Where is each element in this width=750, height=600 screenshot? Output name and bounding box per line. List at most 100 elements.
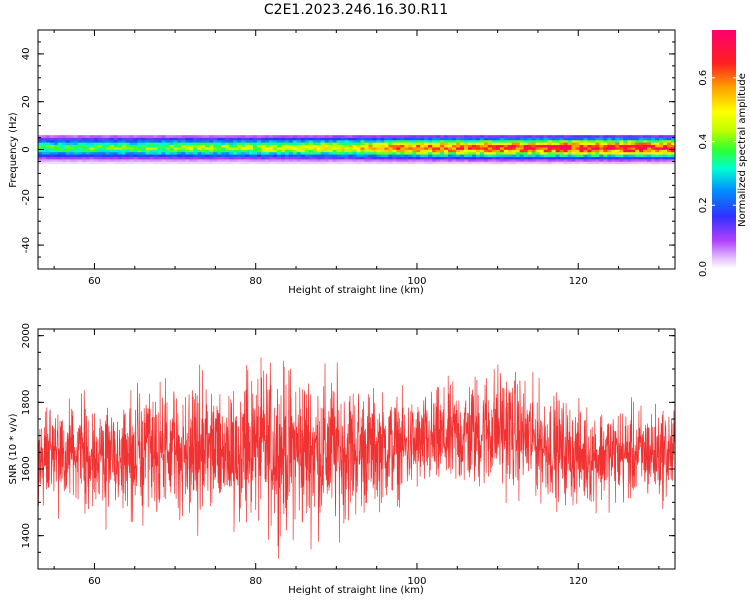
heatmap-cell: [296, 149, 302, 153]
colorbar: 0.00.20.40.6 Normalized spectral amplitu…: [698, 30, 748, 277]
heatmap-cell: [229, 151, 234, 155]
heatmap-cell: [280, 142, 286, 146]
heatmap-x-ticks: 60 80 100 120: [53, 30, 660, 287]
heatmap-cell: [340, 156, 346, 160]
heatmap-cell: [671, 137, 676, 141]
snr-y-tick-label: 1400: [21, 523, 32, 548]
heatmap-cell: [225, 161, 230, 165]
heatmap-cell: [507, 144, 513, 148]
heatmap-cell: [460, 154, 465, 157]
heatmap-cell: [467, 161, 473, 165]
heatmap-cell: [133, 149, 139, 153]
heatmap-cell: [304, 156, 310, 160]
heatmap-cell: [324, 142, 330, 146]
heatmap-cell: [475, 139, 481, 143]
heatmap-cell: [384, 149, 389, 153]
heatmap-cell: [440, 137, 445, 141]
heatmap-cell: [328, 147, 334, 150]
heatmap-cell: [456, 159, 461, 162]
heatmap-cell: [547, 149, 553, 153]
heatmap-cell: [229, 154, 234, 157]
heatmap-cell: [320, 156, 326, 160]
colorbar-tick-label: 0.6: [698, 70, 709, 86]
heatmap-cell: [252, 156, 258, 160]
heatmap-cell: [360, 144, 365, 148]
heatmap-cell: [372, 161, 377, 165]
heatmap-cell: [603, 147, 608, 150]
heatmap-cell: [225, 144, 230, 148]
heatmap-cell: [659, 159, 664, 162]
heatmap-cell: [479, 142, 485, 146]
heatmap-cell: [647, 154, 652, 157]
heatmap-cell: [165, 144, 170, 148]
heatmap-cell: [507, 139, 513, 143]
heatmap-cell: [519, 139, 525, 143]
heatmap-cell: [53, 135, 59, 138]
heatmap-cell: [93, 149, 99, 153]
heatmap-cell: [555, 147, 561, 150]
heatmap-cell: [523, 151, 529, 155]
heatmap-cell: [233, 139, 238, 143]
heatmap-cell: [400, 135, 405, 138]
heatmap-cell: [432, 142, 437, 146]
heatmap-cell: [245, 137, 250, 141]
heatmap-cell: [217, 137, 222, 141]
heatmap-cell: [356, 142, 361, 146]
heatmap-cell: [603, 144, 608, 148]
heatmap-cell: [312, 137, 318, 141]
heatmap-cell: [85, 154, 91, 157]
heatmap-cell: [233, 161, 238, 165]
heatmap-cell: [519, 144, 525, 148]
heatmap-cell: [284, 144, 290, 148]
heatmap-cell: [260, 137, 266, 141]
heatmap-cell: [440, 139, 445, 143]
heatmap-cell: [643, 154, 648, 157]
heatmap-cell: [495, 149, 501, 153]
heatmap-cell: [300, 144, 306, 148]
heatmap-cell: [611, 156, 616, 160]
heatmap-cell: [113, 156, 119, 160]
heatmap-cell: [487, 147, 493, 150]
heatmap-cell: [611, 142, 616, 146]
heatmap-cell: [384, 142, 389, 146]
heatmap-cell: [336, 135, 342, 138]
heatmap-cell: [65, 144, 71, 148]
heatmap-cell: [412, 139, 417, 143]
heatmap-cell: [45, 147, 51, 150]
heatmap-cell: [380, 151, 385, 155]
heatmap-cell: [448, 147, 453, 150]
colorbar-ticks: 0.00.20.40.6: [698, 70, 736, 277]
heatmap-cell: [53, 147, 59, 150]
heatmap-cell: [73, 142, 79, 146]
heatmap-cell: [655, 139, 660, 143]
heatmap-cell: [424, 159, 429, 162]
heatmap-cell: [237, 159, 242, 162]
heatmap-cell: [368, 144, 373, 148]
heatmap-cell: [209, 161, 214, 165]
heatmap-cell: [400, 151, 405, 155]
heatmap-cell: [149, 137, 154, 141]
heatmap-cell: [483, 137, 489, 141]
heatmap-cell: [388, 159, 393, 162]
heatmap-cell: [173, 149, 178, 153]
heatmap-cell: [467, 142, 473, 146]
heatmap-cell: [125, 137, 131, 141]
heatmap-cell: [479, 151, 485, 155]
heatmap-cell: [408, 142, 413, 146]
heatmap-cell: [408, 154, 413, 157]
heatmap-cell: [233, 147, 238, 150]
heatmap-cell: [38, 147, 43, 150]
heatmap-cell: [448, 154, 453, 157]
heatmap-cell: [448, 159, 453, 162]
heatmap-cell: [444, 159, 449, 162]
heatmap-cell: [671, 156, 676, 160]
heatmap-cell: [424, 142, 429, 146]
heatmap-cell: [304, 151, 310, 155]
heatmap-cell: [380, 161, 385, 165]
heatmap-cell: [404, 151, 409, 155]
heatmap-cell: [165, 135, 170, 138]
heatmap-cell: [607, 135, 612, 138]
heatmap-cell: [368, 159, 373, 162]
heatmap-cell: [651, 151, 656, 155]
heatmap-cell: [471, 151, 477, 155]
